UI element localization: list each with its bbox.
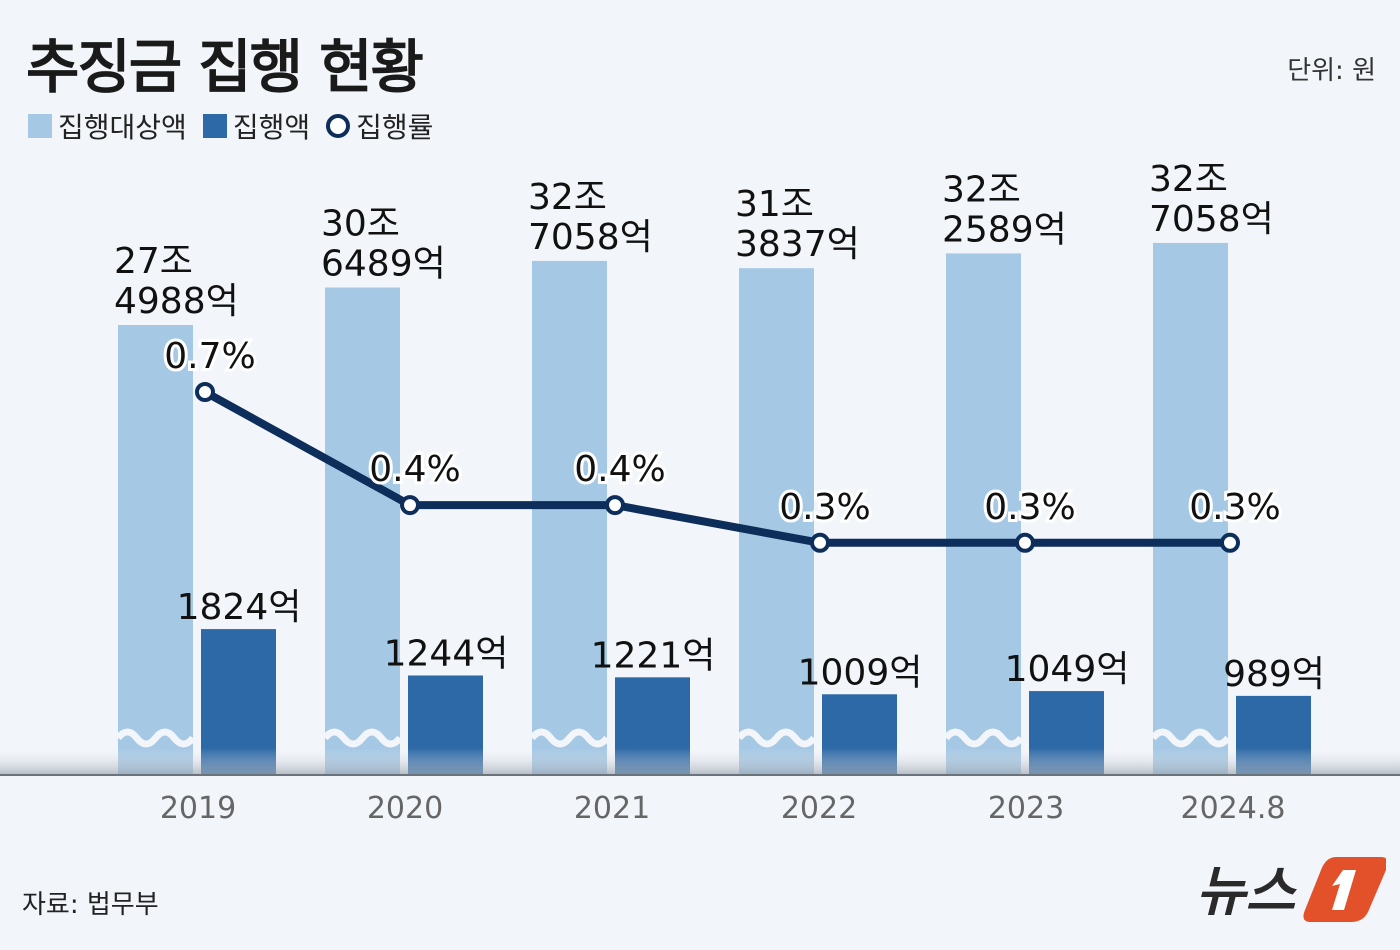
executed-label: 1009억 bbox=[798, 652, 923, 693]
x-tick-label: 2022 bbox=[781, 791, 857, 826]
news1-logo: 뉴스 bbox=[1196, 857, 1386, 923]
bar-target-2020 bbox=[325, 287, 400, 775]
rate-point-2020 bbox=[400, 495, 420, 516]
unit-label: 단위: 원 bbox=[1287, 56, 1376, 86]
target-label: 32조 bbox=[1149, 159, 1228, 200]
target-label: 3837억 bbox=[735, 224, 860, 265]
rate-point-2022 bbox=[810, 532, 830, 553]
rate-point-2021 bbox=[605, 495, 625, 516]
rate-label: 0.4% bbox=[574, 449, 665, 490]
rate-label: 0.3% bbox=[984, 487, 1075, 528]
rate-label: 0.3% bbox=[1189, 487, 1280, 528]
legend-swatch-target bbox=[28, 114, 52, 138]
target-label: 7058억 bbox=[1149, 199, 1274, 240]
bar-target-2019 bbox=[118, 325, 193, 775]
chart-title: 추징금 집행 현황 bbox=[26, 33, 424, 101]
target-label: 32조 bbox=[942, 169, 1021, 210]
target-label: 30조 bbox=[321, 204, 400, 245]
rate-label: 0.7% bbox=[164, 336, 255, 377]
x-tick-label: 2020 bbox=[367, 791, 443, 826]
axis-break-wave bbox=[943, 728, 1024, 748]
x-tick-label: 2019 bbox=[160, 791, 236, 826]
axis-break-wave bbox=[322, 728, 403, 748]
rate-label: 0.3% bbox=[779, 487, 870, 528]
legend-swatch-executed bbox=[202, 114, 227, 138]
legend-item-target: 집행대상액 bbox=[28, 106, 187, 146]
executed-label: 1244억 bbox=[384, 633, 509, 674]
floor-shadow bbox=[0, 748, 1400, 775]
legend-item-rate: 집행률 bbox=[326, 106, 433, 146]
rate-label: 0.4% bbox=[369, 449, 460, 490]
target-label: 7058억 bbox=[528, 217, 653, 258]
bar-target-2021 bbox=[532, 260, 607, 775]
rate-line bbox=[203, 388, 1230, 547]
bar-target-2024.8 bbox=[1153, 242, 1228, 775]
executed-label: 1824억 bbox=[177, 587, 302, 628]
axis-break-wave bbox=[529, 728, 610, 748]
rate-point-2023 bbox=[1015, 532, 1035, 553]
target-label: 32조 bbox=[528, 177, 607, 218]
legend-label-executed: 집행액 bbox=[232, 111, 311, 144]
svg-text:뉴스: 뉴스 bbox=[1196, 860, 1298, 923]
bar-target-2023 bbox=[946, 253, 1021, 775]
bar-target-2022 bbox=[739, 268, 814, 775]
x-tick-label: 2021 bbox=[574, 791, 650, 826]
executed-label: 1221억 bbox=[591, 635, 716, 676]
target-label: 31조 bbox=[735, 184, 814, 225]
executed-label: 989억 bbox=[1223, 654, 1325, 695]
x-tick-label: 2023 bbox=[988, 791, 1064, 826]
target-label: 27조 bbox=[114, 241, 193, 282]
source-note: 자료: 법무부 bbox=[22, 890, 159, 920]
target-label: 6489억 bbox=[321, 244, 446, 285]
axis-break-wave bbox=[1150, 728, 1231, 748]
target-label: 2589억 bbox=[942, 209, 1067, 250]
x-tick-label: 2024.8 bbox=[1181, 791, 1286, 826]
legend-item-executed: 집행액 bbox=[202, 106, 311, 146]
target-label: 4988억 bbox=[114, 281, 239, 322]
executed-label: 1049억 bbox=[1005, 649, 1130, 690]
legend: 집행대상액 집행액 집행률 bbox=[28, 106, 439, 146]
legend-label-rate: 집행률 bbox=[356, 111, 434, 144]
legend-marker-rate bbox=[326, 114, 351, 138]
rate-point-2024.8 bbox=[1220, 532, 1240, 553]
axis-break-wave bbox=[736, 728, 817, 748]
legend-label-target: 집행대상액 bbox=[58, 111, 187, 144]
rate-point-2019 bbox=[195, 382, 215, 402]
axis-break-wave bbox=[115, 728, 196, 748]
